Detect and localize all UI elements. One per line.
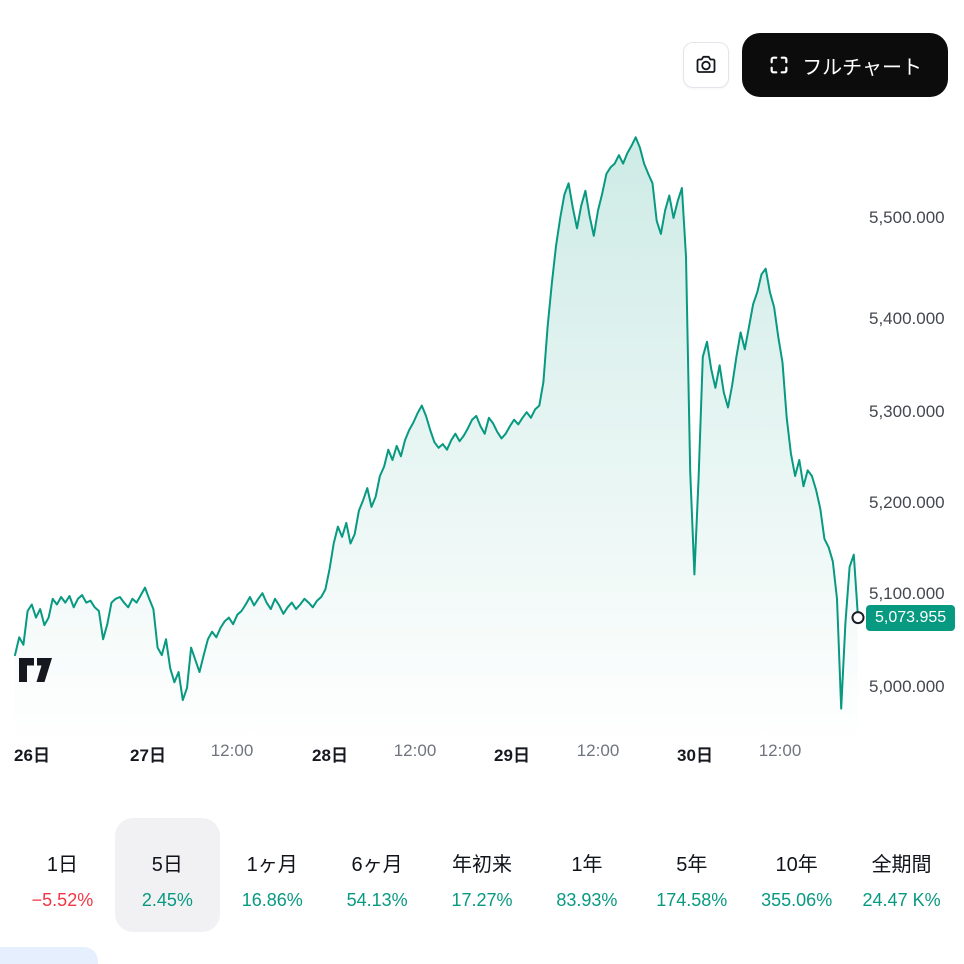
x-axis-label-day: 29日 <box>494 746 530 765</box>
chart-price-line <box>14 136 859 710</box>
price-axis-label: 5,200.000 <box>869 493 945 512</box>
chart-toolbar: フルチャート <box>683 33 948 97</box>
x-axis-label-time: 12:00 <box>210 741 254 760</box>
chart-area-fill <box>15 137 858 746</box>
current-price-badge: 5,073.955 <box>866 605 956 631</box>
tradingview-logo-icon <box>19 658 52 682</box>
x-axis-label-day: 26日 <box>14 746 50 765</box>
period-label: 5年 <box>676 854 708 876</box>
price-axis-label: 5,000.000 <box>869 677 945 696</box>
period-tab-ytd[interactable]: 年初来 17.27% <box>430 818 535 932</box>
period-change: 2.45% <box>141 890 193 910</box>
period-tab-5d[interactable]: 5日 2.45% <box>114 818 220 932</box>
x-axis-label-day: 27日 <box>130 746 166 765</box>
last-price-marker <box>851 611 865 625</box>
period-change: 83.93% <box>556 890 618 910</box>
full-chart-button[interactable]: フルチャート <box>742 33 948 97</box>
period-label: 6ヶ月 <box>351 854 403 876</box>
period-tab-1y[interactable]: 1年 83.93% <box>534 818 639 932</box>
bottom-left-partial-card <box>0 947 98 964</box>
period-change: −5.52% <box>31 890 94 910</box>
fullscreen-icon <box>770 56 788 74</box>
tradingview-logo[interactable] <box>18 657 54 688</box>
period-tab-6m[interactable]: 6ヶ月 54.13% <box>325 818 430 932</box>
period-tab-10y[interactable]: 10年 355.06% <box>744 818 849 932</box>
x-axis-label-day: 30日 <box>677 746 713 765</box>
period-change: 174.58% <box>656 890 728 910</box>
camera-icon <box>696 55 716 73</box>
period-tab-all[interactable]: 全期間 24.47 K% <box>849 818 954 932</box>
period-change: 17.27% <box>451 890 513 910</box>
x-axis-label-time: 12:00 <box>576 741 620 760</box>
period-label: 10年 <box>775 854 818 876</box>
period-tab-1m[interactable]: 1ヶ月 16.86% <box>220 818 325 932</box>
full-chart-button-label: フルチャート <box>802 56 922 79</box>
price-axis-label: 5,500.000 <box>869 208 945 227</box>
period-selector: 1日 −5.52% 5日 2.45% 1ヶ月 16.86% 6ヶ月 54.13%… <box>10 818 954 932</box>
price-axis-label: 5,300.000 <box>869 402 945 421</box>
price-axis-label: 5,400.000 <box>869 309 945 328</box>
period-label: 1年 <box>571 854 603 876</box>
period-label: 5日 <box>151 854 183 876</box>
period-tab-1d[interactable]: 1日 −5.52% <box>10 818 115 932</box>
period-label: 1日 <box>46 854 78 876</box>
price-axis-label: 5,100.000 <box>869 584 945 603</box>
price-chart[interactable] <box>0 0 964 770</box>
x-axis-label-time: 12:00 <box>758 741 802 760</box>
period-change: 54.13% <box>346 890 408 910</box>
x-axis-label-day: 28日 <box>312 746 348 765</box>
period-change: 16.86% <box>241 890 303 910</box>
screenshot-button[interactable] <box>683 42 730 88</box>
period-label: 年初来 <box>452 854 512 876</box>
x-axis-label-time: 12:00 <box>393 741 437 760</box>
period-label: 1ヶ月 <box>246 854 298 876</box>
period-label: 全期間 <box>871 854 932 876</box>
period-tab-5y[interactable]: 5年 174.58% <box>639 818 744 932</box>
period-change: 355.06% <box>761 890 833 910</box>
period-change: 24.47 K% <box>862 890 941 910</box>
